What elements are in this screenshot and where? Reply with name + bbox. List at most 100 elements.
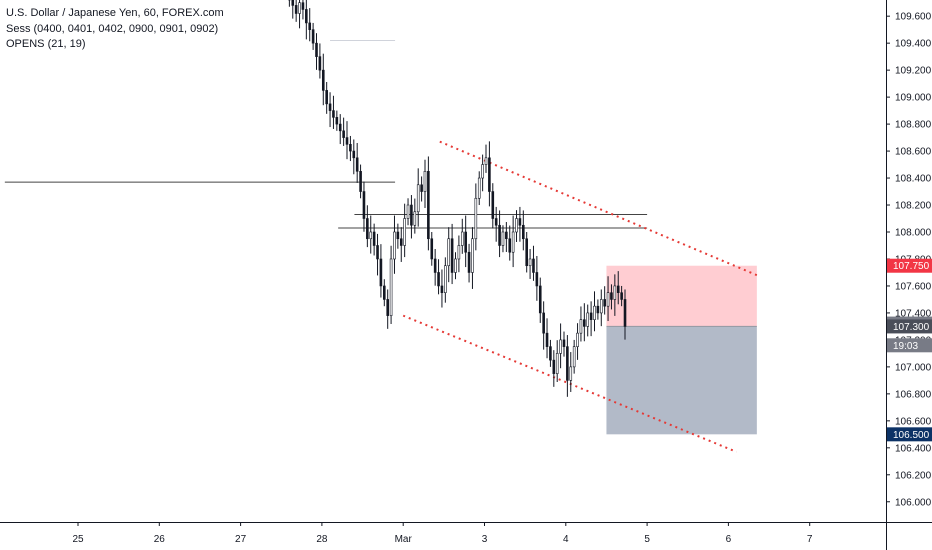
time-tick-label: 4 (563, 534, 569, 545)
candle-body (477, 177, 481, 199)
take-profit-zone[interactable] (606, 326, 757, 435)
candle-body (525, 238, 528, 267)
candle-body (579, 319, 583, 334)
candle-body (406, 204, 410, 219)
price-tick-label: 108.200 (895, 201, 932, 212)
candle-body (328, 103, 332, 111)
candle-body (383, 285, 386, 300)
candle-body (518, 218, 522, 226)
candle-body (450, 238, 454, 273)
candle-body (305, 9, 308, 24)
candle-body (396, 231, 400, 240)
candle-body (352, 150, 356, 159)
candle-body (444, 265, 447, 293)
candle-body (379, 258, 383, 287)
candle-body (501, 231, 505, 246)
candle-body (366, 218, 369, 240)
price-axis[interactable]: 106.000 106.200 106.400 106.600 106.800 107.0… (886, 0, 932, 550)
candle-body (508, 238, 512, 253)
price-tick-label: 106.000 (895, 497, 932, 508)
candle-body (460, 231, 464, 246)
candle-body (589, 312, 593, 320)
candle-body (576, 332, 579, 347)
indicator-sess[interactable]: Sess (0400, 0401, 0402, 0900, 0901, 0902… (6, 22, 219, 35)
price-tag-box (887, 427, 932, 442)
candle-body (498, 224, 501, 246)
price-tick-label: 108.800 (895, 120, 932, 131)
candle-body (583, 319, 586, 327)
price-tag-label: 107.750 (893, 261, 930, 272)
short-position-tool[interactable] (606, 265, 757, 435)
candle-body (332, 110, 335, 118)
trend-channel[interactable] (402, 140, 758, 453)
candle-body (610, 292, 613, 300)
candle-body (413, 211, 417, 226)
candle-body (511, 231, 515, 253)
price-tick-label: 107.000 (895, 362, 932, 373)
candle-body (532, 258, 535, 273)
candle-body (569, 366, 573, 381)
candle-body (308, 22, 312, 30)
price-tick-label: 107.400 (895, 308, 932, 319)
candle-body (454, 258, 457, 273)
candle-body (505, 231, 508, 240)
time-axis[interactable]: 25 26 27 28 Mar 3 4 5 6 7 (0, 522, 932, 545)
price-tick-label: 106.400 (895, 443, 932, 454)
channel-lower-line[interactable] (402, 314, 737, 453)
candle-body (345, 137, 349, 145)
candle-body (549, 346, 552, 361)
price-tick-label: 108.600 (895, 147, 932, 158)
candle-body (552, 359, 556, 374)
candle-body (616, 285, 620, 293)
candle-body (311, 29, 315, 44)
price-tag-box (887, 258, 932, 273)
candle-body (623, 299, 627, 327)
candle-body (515, 218, 518, 233)
time-tick-label: 6 (726, 534, 732, 545)
horizontal-levels (4, 39, 648, 229)
candle-body (399, 238, 403, 246)
candle-body (613, 285, 617, 300)
candle-body (301, 2, 305, 10)
candle-body (423, 171, 427, 192)
time-tick-label: 5 (644, 534, 650, 545)
candle-body (369, 231, 373, 240)
price-tick-label: 108.400 (895, 174, 932, 185)
candle-body (376, 245, 379, 260)
price-tick-label: 108.000 (895, 228, 932, 239)
candle-body (427, 171, 430, 240)
candle-body (315, 42, 318, 57)
candle-body (420, 184, 423, 192)
stop-loss-zone[interactable] (606, 265, 757, 327)
candle-body (467, 251, 471, 273)
price-tag-label: 106.500 (893, 430, 930, 441)
candle-body (372, 231, 376, 246)
price-tick-label: 109.600 (895, 12, 932, 23)
candle-body (555, 353, 559, 374)
candle-body (318, 56, 322, 71)
candle-body (522, 224, 525, 240)
candle-body (471, 238, 474, 273)
candle-body (542, 312, 545, 334)
candle-body (494, 218, 498, 226)
candle-body (338, 123, 342, 132)
candle-body (464, 231, 467, 253)
candle-body (325, 90, 328, 105)
symbol-title[interactable]: U.S. Dollar / Japanese Yen, 60, FOREX.co… (6, 7, 224, 19)
candle-body (491, 191, 495, 219)
candle-body (440, 285, 444, 293)
candle-body (603, 299, 606, 307)
candle-body (620, 292, 623, 300)
time-tick-label: 7 (807, 534, 813, 545)
price-tag-box (887, 319, 932, 334)
channel-upper-line[interactable] (439, 140, 758, 277)
candle-body (362, 191, 366, 219)
time-tick-label: 26 (154, 534, 166, 545)
price-tag-label: 107.300 (893, 322, 930, 333)
candle-body (298, 2, 301, 14)
candle-body (559, 339, 562, 354)
candle-body (538, 285, 542, 314)
indicator-opens[interactable]: OPENS (21, 19) (6, 38, 86, 50)
